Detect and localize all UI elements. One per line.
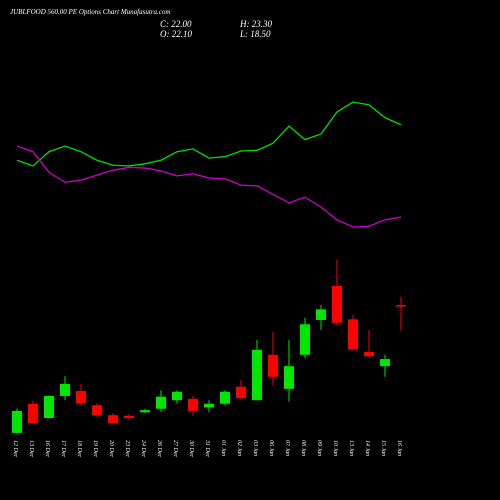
candle-body bbox=[156, 396, 166, 409]
ohlc-label: L: 18.50 bbox=[239, 29, 271, 39]
x-tick-label: 02 Jan bbox=[236, 440, 242, 456]
candle-body bbox=[236, 386, 246, 399]
candle-body bbox=[124, 415, 134, 418]
x-tick-label: 14 Jan bbox=[364, 440, 371, 456]
candle-body bbox=[284, 366, 294, 389]
indicator-line bbox=[16, 101, 402, 167]
candle-body bbox=[380, 359, 390, 367]
candle-body bbox=[44, 395, 54, 418]
x-tick-label: 16 Jan bbox=[396, 440, 402, 456]
x-tick-label: 10 Jan bbox=[332, 440, 338, 456]
x-tick-label: 31 Dec bbox=[204, 439, 210, 457]
ohlc-label: C: 22.00 bbox=[160, 19, 192, 29]
x-tick-label: 01 Jan bbox=[220, 440, 226, 456]
x-tick-label: 09 Jan bbox=[316, 440, 322, 456]
candle-body bbox=[364, 351, 374, 357]
candle-body bbox=[92, 405, 102, 416]
candle-body bbox=[140, 410, 150, 413]
candle-body bbox=[220, 391, 230, 404]
x-tick-label: 13 Dec bbox=[28, 440, 34, 457]
candle-body bbox=[348, 319, 358, 350]
x-tick-label: 17 Dec bbox=[60, 440, 66, 457]
candle-body bbox=[188, 398, 198, 411]
candle-body bbox=[300, 324, 310, 355]
x-tick-label: 06 Jan bbox=[268, 440, 274, 456]
x-tick-label: 12 Dec bbox=[12, 440, 18, 457]
x-tick-label: 18 Dec bbox=[76, 440, 82, 457]
x-tick-label: 24 Dec bbox=[140, 440, 147, 457]
x-tick-label: 20 Dec bbox=[108, 440, 114, 457]
candle-body bbox=[28, 403, 38, 423]
candle-body bbox=[332, 285, 342, 323]
x-tick-label: 15 Jan bbox=[380, 440, 386, 456]
candle-body bbox=[316, 309, 326, 320]
indicator-line bbox=[16, 145, 402, 228]
candle-body bbox=[76, 391, 86, 404]
x-tick-label: 07 Jan bbox=[284, 440, 290, 456]
x-tick-label: 03 Jan bbox=[252, 440, 258, 456]
candle-body bbox=[108, 415, 118, 423]
x-tick-label: 08 Jan bbox=[300, 440, 306, 456]
chart-title: JUBLFOOD 560.00 PE Options Chart Munafas… bbox=[10, 8, 170, 16]
candle-body bbox=[12, 410, 22, 433]
candle-body bbox=[172, 391, 182, 401]
x-tick-label: 19 Dec bbox=[92, 440, 98, 457]
ohlc-label: O: 22.10 bbox=[160, 29, 192, 39]
x-tick-label: 30 Dec bbox=[188, 439, 194, 457]
candle-body bbox=[396, 305, 406, 307]
candle-body bbox=[204, 403, 214, 408]
x-tick-label: 27 Dec bbox=[172, 440, 178, 457]
ohlc-label: H: 23.30 bbox=[239, 19, 272, 29]
x-tick-label: 26 Dec bbox=[156, 440, 162, 457]
candle-body bbox=[252, 349, 262, 401]
x-tick-label: 23 Dec bbox=[124, 440, 130, 457]
x-tick-label: 13 Jan bbox=[348, 440, 354, 456]
candle-body bbox=[60, 383, 70, 396]
candle-body bbox=[268, 354, 278, 377]
x-tick-label: 16 Dec bbox=[44, 440, 50, 457]
